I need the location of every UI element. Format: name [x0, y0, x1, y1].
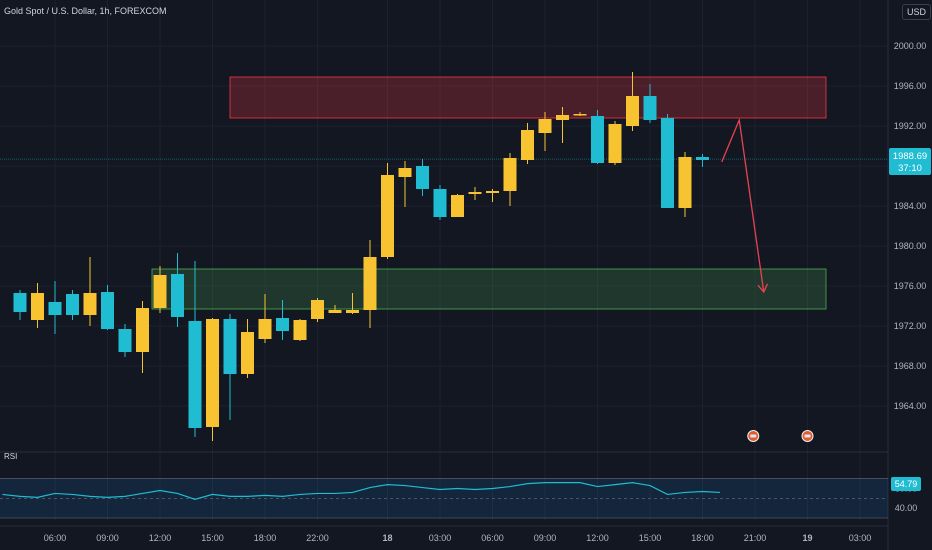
- price-tick-label: 1976.00: [894, 281, 927, 291]
- time-tick-label: 12:00: [586, 533, 609, 543]
- candle-down: [433, 189, 447, 217]
- price-tick-label: 2000.00: [894, 41, 927, 51]
- time-tick-label: 09:00: [534, 533, 557, 543]
- candle-down: [643, 96, 657, 120]
- time-tick-label: 15:00: [639, 533, 662, 543]
- rsi-line: [2, 482, 721, 500]
- demand-zone: [151, 268, 827, 310]
- supply-zone: [229, 76, 827, 119]
- candle-down: [118, 329, 132, 352]
- candle-up: [468, 192, 482, 194]
- candle-up: [206, 319, 219, 427]
- time-tick-label: 03:00: [849, 533, 872, 543]
- price-tick-label: 1980.00: [894, 241, 927, 251]
- candle-down: [276, 318, 289, 331]
- candle-up: [363, 257, 377, 310]
- candle-up: [678, 157, 692, 208]
- time-tick-label: 15:00: [201, 533, 224, 543]
- candle-up: [486, 191, 499, 193]
- candle-up: [608, 124, 622, 163]
- candle-down: [661, 118, 674, 208]
- candle-up: [521, 130, 534, 160]
- time-tick-label: 18: [382, 533, 392, 543]
- candle-down: [696, 157, 709, 160]
- candle-down: [223, 319, 237, 374]
- time-tick-label: 03:00: [429, 533, 452, 543]
- rsi-label: RSI: [4, 452, 18, 461]
- price-tick-label: 1984.00: [894, 201, 927, 211]
- time-axis: 06:00 09:00 12:00 15:00 18:00 22:00 18 03:00 06:…: [44, 533, 872, 543]
- projection-path: [721, 117, 765, 293]
- candle-up: [241, 332, 254, 374]
- currency-button[interactable]: USD: [902, 4, 932, 20]
- overlay: [721, 117, 814, 442]
- candle-up: [293, 320, 307, 340]
- candle-up: [31, 293, 44, 320]
- time-tick-label: 18:00: [691, 533, 714, 543]
- candle-up: [258, 319, 272, 339]
- candle-down: [416, 166, 429, 189]
- price-tick-label: 1996.00: [894, 81, 927, 91]
- candle-up: [346, 310, 359, 313]
- candle-up: [556, 115, 569, 120]
- time-tick-label: 21:00: [744, 533, 767, 543]
- candle-down: [66, 294, 79, 315]
- candle-up: [573, 114, 587, 116]
- candle-down: [48, 302, 62, 315]
- candle-up: [83, 293, 97, 315]
- time-tick-label: 09:00: [96, 533, 119, 543]
- candle-up: [311, 300, 324, 319]
- symbol-title: Gold Spot / U.S. Dollar, 1h, FOREXCOM: [4, 6, 167, 16]
- price-tick-label: 1972.00: [894, 321, 927, 331]
- time-tick-label: 22:00: [306, 533, 329, 543]
- candle-down: [591, 116, 604, 163]
- projection-arrow-head: [757, 283, 769, 294]
- time-tick-label: 12:00: [149, 533, 172, 543]
- price-tick-label: 1992.00: [894, 121, 927, 131]
- candle-up: [503, 158, 517, 191]
- event-flag-icon: [750, 434, 757, 438]
- price-tag-countdown: 37:10: [898, 163, 922, 174]
- candle-up: [538, 119, 552, 133]
- zones: [0, 76, 888, 310]
- candle-up: [398, 168, 412, 177]
- rsi-tag-bg: [891, 477, 921, 491]
- rsi-tick-label: 40.00: [895, 503, 918, 513]
- event-flag-icon: [804, 434, 811, 438]
- rsi-tag-value: 54.79: [895, 479, 918, 489]
- candle-up: [451, 195, 464, 217]
- time-tick-label: 06:00: [44, 533, 67, 543]
- time-tick-label: 06:00: [481, 533, 504, 543]
- candle-up: [153, 275, 167, 308]
- price-tag-bg: [889, 148, 931, 175]
- time-tick-label: 19: [802, 533, 812, 543]
- candle-down: [171, 274, 184, 317]
- candle-down: [13, 293, 27, 312]
- price-tag-value: 1988.69: [893, 151, 927, 162]
- candle-down: [188, 321, 202, 428]
- candle-down: [101, 292, 114, 329]
- time-tick-label: 18:00: [254, 533, 277, 543]
- price-axis: 2000.001996.001992.001988.001984.001980.…: [894, 41, 927, 411]
- candle-up: [381, 175, 394, 257]
- candle-up: [136, 308, 149, 352]
- price-tick-label: 1964.00: [894, 401, 927, 411]
- price-tags: 1988.69 37:10 54.79: [889, 148, 931, 491]
- candles: [13, 72, 709, 441]
- price-tick-label: 1968.00: [894, 361, 927, 371]
- candle-up: [328, 310, 342, 313]
- candle-up: [626, 96, 639, 126]
